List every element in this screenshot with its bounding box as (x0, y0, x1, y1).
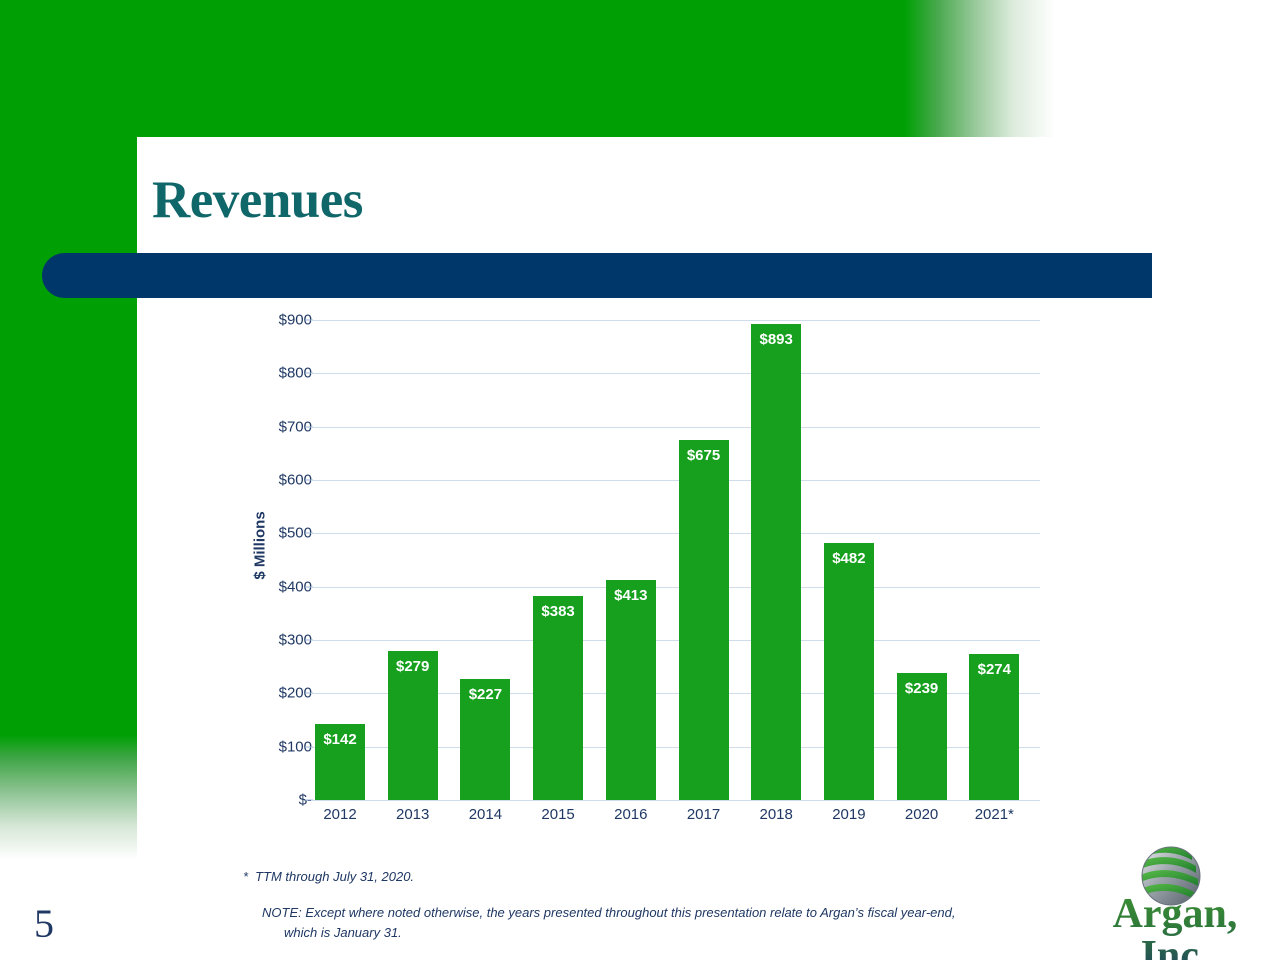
footnote-note-line2: which is January 31. (284, 925, 402, 941)
y-axis-tick-mark (305, 799, 313, 801)
gridline (311, 640, 1040, 641)
y-axis-tick-label: $400 (278, 578, 312, 596)
x-axis-tick-label: 2013 (396, 806, 430, 823)
gridline (311, 746, 1040, 748)
footnote-asterisk: * TTM through July 31, 2020. (243, 869, 414, 884)
argan-logo: Argan, Inc. (1085, 845, 1265, 960)
y-axis-tick-label: $200 (278, 684, 312, 702)
y-axis-tick-label: $600 (278, 471, 312, 489)
footnote-asterisk-text: TTM through July 31, 2020. (255, 869, 415, 884)
bar: $893 (751, 323, 802, 800)
y-axis-tick-mark (305, 319, 313, 321)
x-axis-tick-label: 2018 (759, 806, 793, 823)
bar: $482 (823, 542, 874, 800)
y-axis-tick-mark (305, 426, 313, 428)
x-axis-tick-label: 2014 (468, 806, 503, 823)
y-axis-tick-mark (305, 479, 313, 481)
bar: $675 (678, 440, 729, 800)
x-axis-tick-label: 2015 (541, 806, 575, 823)
bar: $413 (605, 579, 656, 800)
page-number: 5 (34, 901, 54, 946)
revenue-bar-chart: $ Millions $900 $800 $700 $600 $500 $400 $300 $… (220, 305, 1050, 835)
bar-value-label: $274 (977, 660, 1011, 678)
green-left-panel (0, 0, 137, 737)
x-axis-tick-label: 2019 (832, 806, 866, 823)
bar: $239 (896, 672, 947, 800)
bar: $383 (533, 595, 584, 800)
bar-value-label: $239 (904, 679, 939, 697)
bar: $279 (387, 651, 438, 800)
gridline (311, 320, 1040, 321)
x-axis-tick-label: 2020 (904, 806, 939, 823)
green-left-panel-fade (0, 735, 137, 860)
green-top-banner (0, 0, 905, 137)
gridline (311, 480, 1040, 481)
bar: $142 (315, 724, 365, 800)
y-axis-tick-label: $900 (278, 311, 312, 329)
bar-value-label: $383 (541, 602, 575, 620)
bar-value-label: $227 (468, 685, 503, 703)
chart-baseline (311, 800, 1040, 801)
bar-value-label: $279 (396, 658, 430, 676)
green-top-banner-fade (905, 0, 1055, 137)
gridline (311, 693, 1040, 695)
gridline (311, 533, 1040, 535)
x-axis-tick-label: 2016 (614, 806, 648, 823)
bar: $227 (460, 678, 511, 800)
y-axis-tick-mark (305, 586, 313, 588)
bar-value-label: $482 (832, 549, 866, 567)
globe-icon (1141, 846, 1201, 906)
x-axis-tick-label: 2017 (686, 806, 721, 823)
navy-accent-bar (42, 253, 1152, 298)
y-axis-tick-label: $500 (278, 524, 312, 542)
y-axis-tick-mark (305, 532, 313, 534)
gridline (311, 586, 1040, 588)
x-axis-tick-label: 2021* (974, 806, 1014, 823)
page-title: Revenues (152, 171, 363, 229)
bar: $274 (969, 653, 1020, 800)
y-axis-tick-mark (305, 692, 313, 694)
x-axis-tick-label: 2012 (323, 806, 357, 823)
bar-value-label: $893 (759, 330, 793, 348)
y-axis-tick-mark (305, 372, 313, 374)
footnote-asterisk-marker: * (243, 869, 249, 884)
y-axis-tick-label: $800 (278, 364, 312, 382)
gridline (311, 373, 1040, 375)
footnote-note: NOTE: Except where noted otherwise, the … (262, 903, 1052, 943)
y-axis-tick-label: $700 (278, 418, 312, 436)
logo-wordmark: Argan, Inc. (1085, 893, 1265, 960)
bar-value-label: $675 (686, 447, 721, 464)
y-axis-tick-label: $100 (278, 738, 312, 756)
gridline (311, 426, 1040, 428)
y-axis-tick-label: $300 (278, 631, 312, 649)
y-axis-tick-mark (305, 639, 313, 641)
bar-value-label: $142 (323, 731, 357, 749)
bar-value-label: $413 (614, 586, 648, 604)
footnote-note-line1: NOTE: Except where noted otherwise, the … (262, 905, 956, 920)
y-axis-tick-mark (305, 746, 313, 748)
